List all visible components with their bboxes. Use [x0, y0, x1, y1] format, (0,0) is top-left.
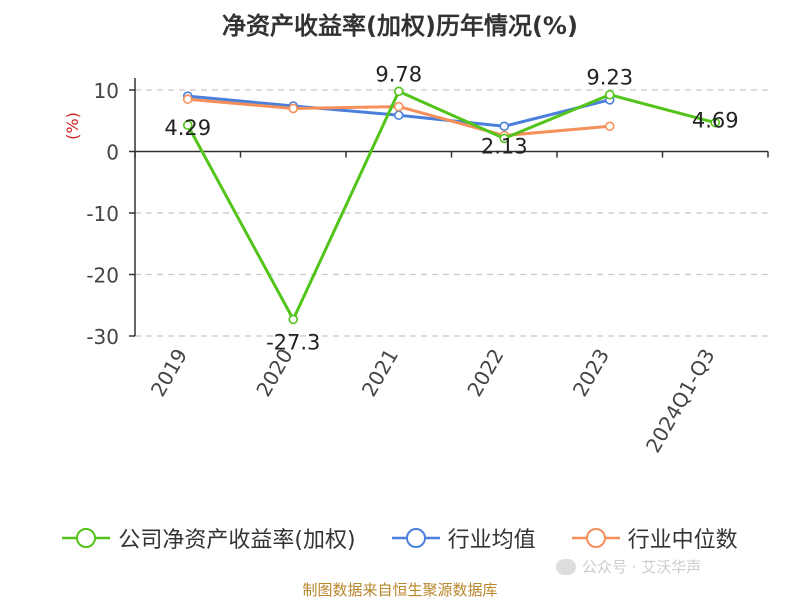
y-tick-label: 10 [94, 79, 119, 103]
legend: 公司净资产收益率(加权) 行业均值 行业中位数 [0, 520, 800, 556]
data-point [604, 89, 615, 100]
legend-line-icon [391, 528, 440, 548]
line-chart: 100-10-20-30 2019 2020 2021 2022 2023 2024Q1-… [63, 62, 769, 457]
wechat-icon [556, 558, 576, 575]
data-label: 4.29 [164, 116, 211, 140]
data-label: 4.69 [692, 109, 739, 133]
series-line [186, 89, 716, 321]
watermark: 公众号 · 艾沃华声 [556, 556, 701, 577]
legend-item[interactable]: 行业中位数 [571, 522, 738, 554]
data-point [604, 121, 615, 132]
data-point [393, 101, 404, 112]
x-tick-label: 2019 [146, 345, 192, 401]
y-tick-label: -20 [86, 264, 119, 288]
x-tick-label: 2021 [357, 345, 403, 401]
data-point [710, 117, 721, 128]
chart-title: 净资产收益率(加权)历年情况(%) [222, 12, 578, 40]
series-lines [182, 86, 721, 325]
x-tick-label: 2024Q1-Q3 [641, 345, 720, 457]
y-tick-label: -30 [86, 325, 119, 349]
x-tick-labels: 2019 2020 2021 2022 2023 2024Q1-Q3 [146, 345, 720, 457]
legend-item[interactable]: 公司净资产收益率(加权) [62, 522, 356, 554]
legend-label: 行业均值 [447, 528, 536, 553]
data-point [182, 94, 193, 105]
data-labels: 4.29 -27.3 9.78 2.13 9.23 4.69 [164, 62, 738, 354]
data-point [499, 121, 510, 132]
data-label: -27.3 [266, 330, 320, 354]
data-label: 9.23 [586, 66, 633, 90]
x-tick-label: 2022 [462, 345, 508, 401]
y-tick-labels: 10 0 -10 -20 -30 [86, 79, 119, 349]
axes [129, 78, 769, 337]
y-tick-label: -10 [86, 202, 119, 226]
data-label: 2.13 [481, 134, 528, 158]
legend-label: 公司净资产收益率(加权) [118, 528, 356, 553]
watermark-text: 公众号 · 艾沃华声 [582, 558, 702, 576]
grid-lines [135, 89, 768, 337]
y-tick-label: 0 [106, 141, 119, 165]
legend-line-icon [571, 528, 620, 548]
data-point [393, 110, 404, 121]
legend-line-icon [62, 528, 111, 548]
data-label: 9.78 [375, 62, 422, 86]
data-point [499, 133, 510, 144]
data-point [393, 86, 404, 97]
data-point [182, 120, 193, 130]
y-axis-label: (%) [63, 112, 82, 140]
data-point [288, 314, 299, 325]
legend-item[interactable]: 行业均值 [391, 522, 536, 554]
data-point [288, 103, 299, 114]
x-tick-label: 2023 [568, 345, 614, 401]
source-note: 制图数据来自恒生聚源数据库 [302, 581, 498, 599]
legend-label: 行业中位数 [627, 528, 738, 553]
